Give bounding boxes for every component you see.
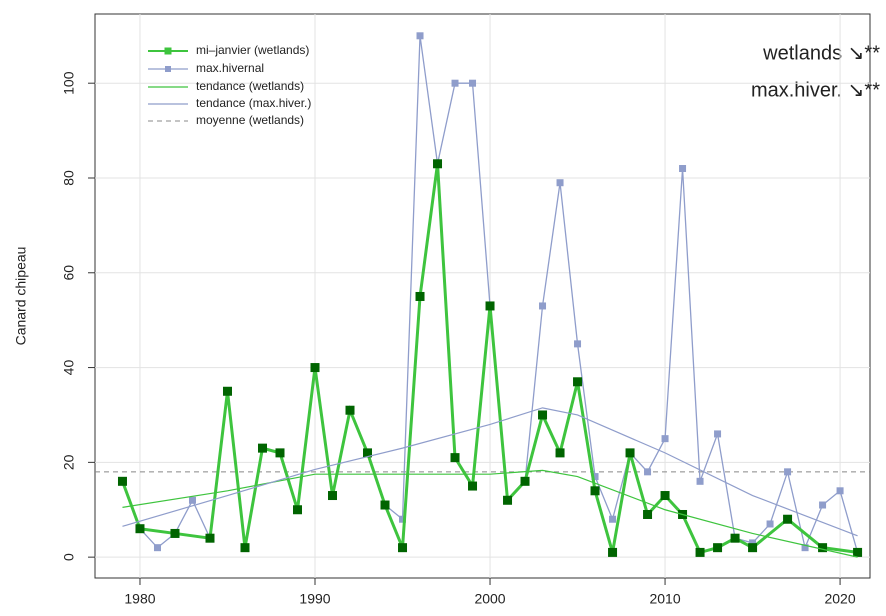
point (819, 501, 827, 509)
point (433, 159, 443, 169)
point (818, 543, 828, 553)
point (135, 524, 145, 534)
point (451, 79, 459, 87)
y-tick-label: 100 (61, 71, 77, 95)
point (625, 448, 635, 458)
point (591, 473, 599, 481)
annotation: max.hiver. ↘** (751, 79, 880, 101)
point (117, 476, 127, 486)
point (784, 468, 792, 476)
point (153, 544, 161, 552)
y-tick-label: 20 (61, 454, 77, 470)
point (643, 509, 653, 519)
y-tick-label: 60 (61, 265, 77, 281)
y-tick-label: 40 (61, 360, 77, 376)
point (520, 476, 530, 486)
legend-label: moyenne (wetlands) (196, 113, 304, 127)
plot-frame (94, 13, 871, 579)
y-axis-label: Canard chipeau (13, 247, 29, 346)
point (450, 453, 460, 463)
point (205, 533, 215, 543)
point (783, 514, 793, 524)
point (766, 520, 774, 528)
annotation: wetlands ↘** (762, 42, 880, 64)
y-tick-label: 80 (61, 170, 77, 186)
point (539, 302, 547, 310)
x-tick-label: 2010 (649, 591, 680, 607)
point (609, 515, 617, 523)
legend-marker (165, 66, 171, 72)
x-tick-label: 1980 (124, 591, 155, 607)
legend-label: mi–janvier (wetlands) (196, 43, 309, 57)
x-tick-label: 2000 (474, 591, 505, 607)
point (415, 291, 425, 301)
point (468, 481, 478, 491)
legend-marker (164, 47, 172, 55)
point (836, 487, 844, 495)
x-tick-label: 1990 (299, 591, 330, 607)
point (574, 340, 582, 348)
point (748, 543, 758, 553)
point (469, 79, 477, 87)
legend-label: tendance (max.hiver.) (196, 96, 311, 110)
point (328, 491, 338, 501)
point (170, 528, 180, 538)
point (380, 500, 390, 510)
point (257, 443, 267, 453)
point (660, 491, 670, 501)
point (188, 496, 196, 504)
point (503, 495, 513, 505)
y-tick-label: 0 (61, 553, 77, 561)
point (713, 543, 723, 553)
point (714, 430, 722, 438)
point (363, 448, 373, 458)
point (399, 515, 407, 523)
point (485, 301, 495, 311)
point (695, 547, 705, 557)
legend-label: tendance (wetlands) (196, 79, 304, 93)
point (222, 386, 232, 396)
point (556, 179, 564, 187)
point (590, 486, 600, 496)
point (853, 547, 863, 557)
point (644, 468, 652, 476)
point (608, 547, 618, 557)
point (801, 544, 809, 552)
point (730, 533, 740, 543)
point (573, 377, 583, 387)
point (679, 165, 687, 173)
x-tick-label: 2020 (824, 591, 855, 607)
legend-label: max.hivernal (196, 61, 264, 75)
point (398, 543, 408, 553)
point (310, 363, 320, 373)
point (293, 505, 303, 515)
point (275, 448, 285, 458)
series-line (122, 407, 858, 537)
point (416, 32, 424, 40)
point (555, 448, 565, 458)
point (345, 405, 355, 415)
point (661, 435, 669, 443)
point (696, 477, 704, 485)
point (538, 410, 548, 420)
point (240, 543, 250, 553)
point (749, 539, 757, 547)
